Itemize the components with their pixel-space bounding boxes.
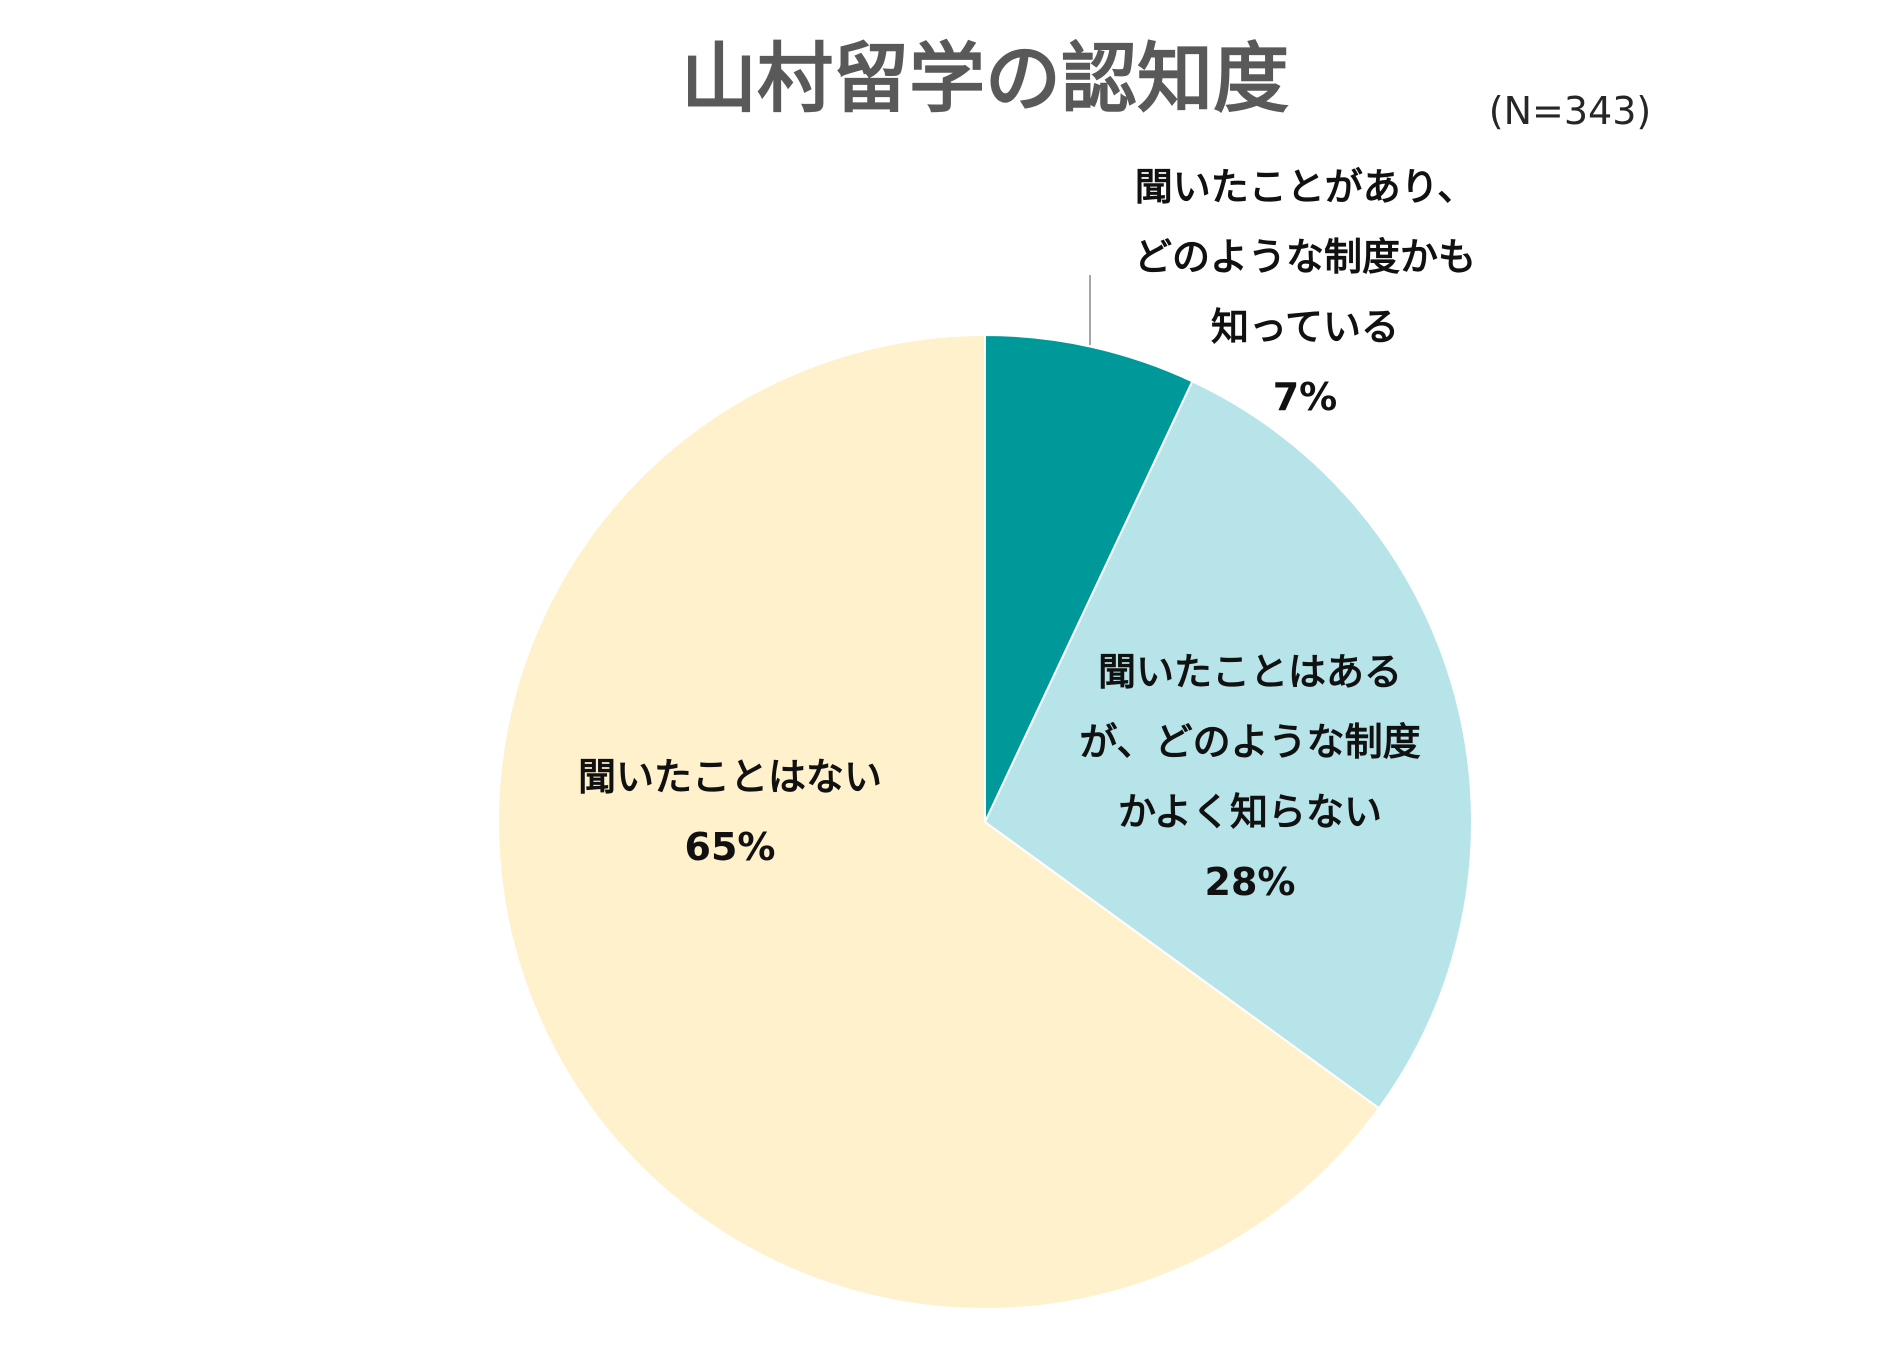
slice-know-system bbox=[984, 333, 1194, 823]
chart-title: 山村留学の認知度 bbox=[681, 34, 1289, 123]
slice-category-label: かよく知らない bbox=[1118, 790, 1382, 834]
slice-heard-not-known bbox=[983, 380, 1473, 1110]
slice-category-label: 知っている bbox=[1211, 305, 1399, 349]
slice-category-label: 聞いたことがあり、 bbox=[1135, 165, 1475, 209]
pie-slices bbox=[496, 333, 1473, 1310]
slice-category-label: どのような制度かも bbox=[1134, 235, 1476, 279]
sample-size-note: (N=343) bbox=[1489, 89, 1651, 133]
slice-value-label: 28% bbox=[1205, 860, 1296, 904]
slice-category-label: 聞いたことはある bbox=[1098, 650, 1402, 694]
slice-category-label: 聞いたことはない bbox=[578, 755, 882, 799]
slice-never-heard bbox=[496, 333, 1381, 1310]
slice-value-label: 7% bbox=[1273, 375, 1338, 419]
slice-category-label: が、どのような制度 bbox=[1079, 720, 1420, 764]
slice-value-label: 65% bbox=[685, 825, 776, 869]
